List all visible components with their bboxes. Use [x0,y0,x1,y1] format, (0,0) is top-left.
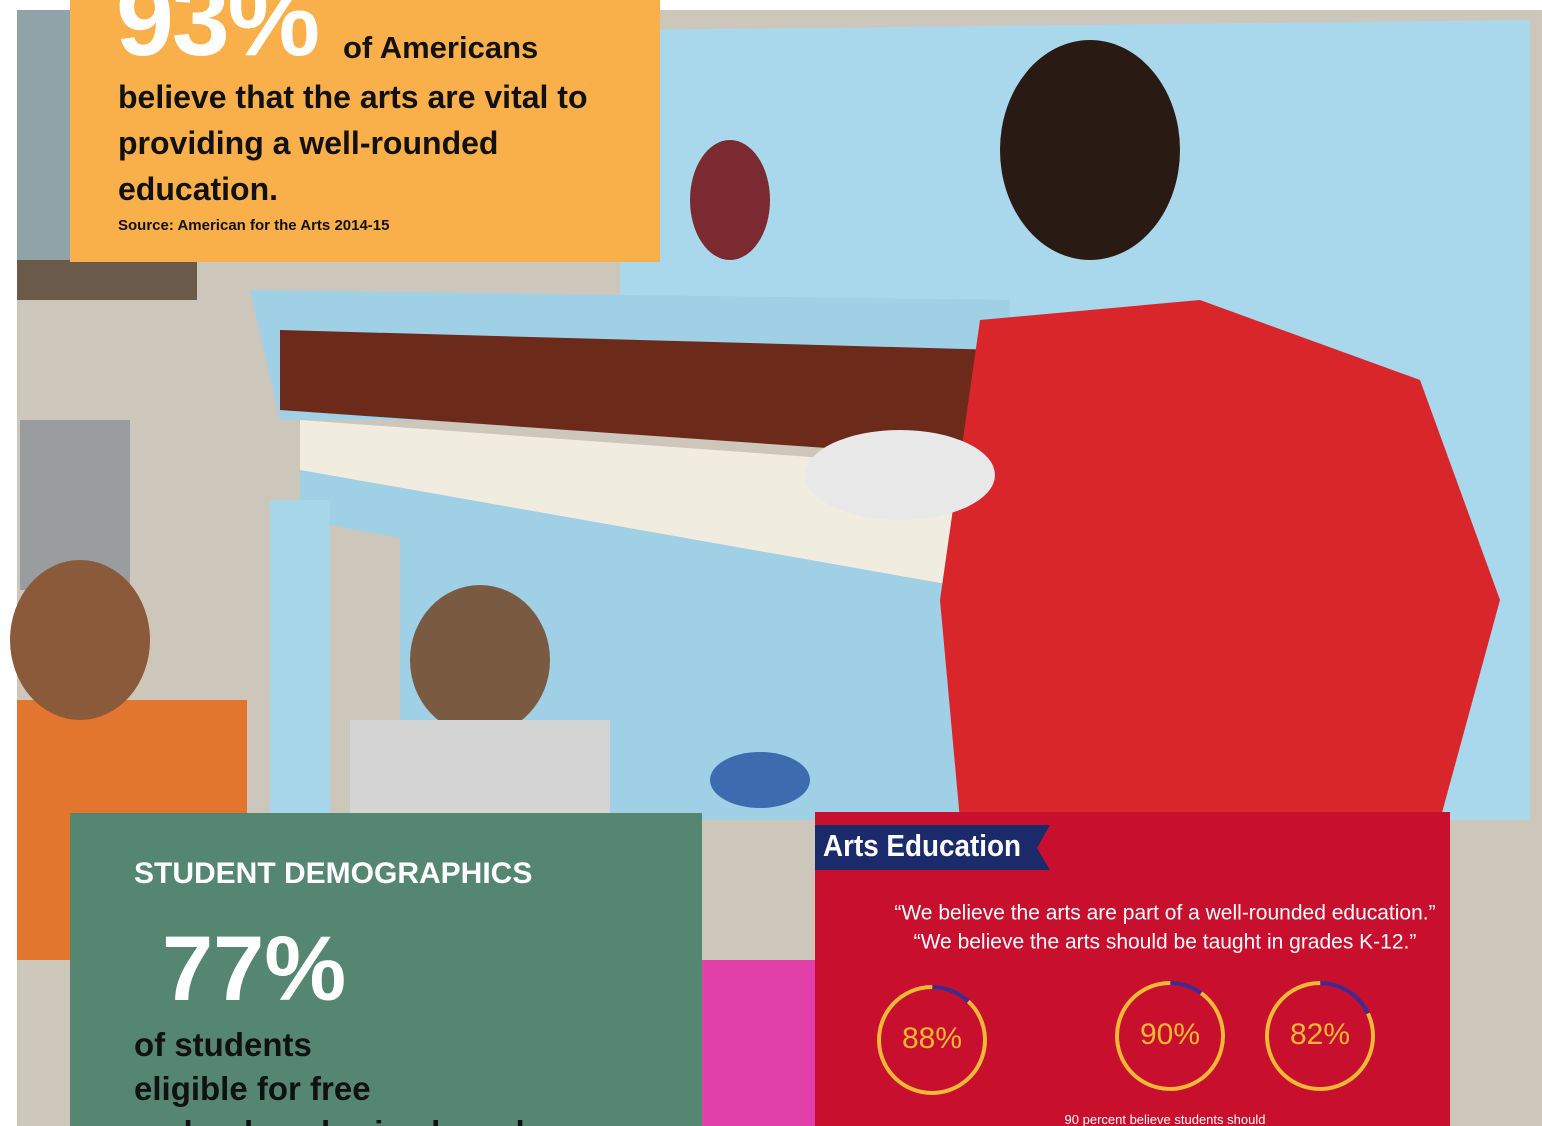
quote: “We believe the arts are part of a well-… [894,902,1435,925]
stat-box: 93% of Americans believe that the arts a… [70,0,660,262]
stat-text: believe that the arts are vital to provi… [118,74,618,212]
demographics-number: 77% [162,923,346,1015]
demographics-line: and reduced-priced meals [134,1111,543,1126]
infographic-title: Arts Education [823,828,1021,863]
stat-number: 93% [116,0,318,72]
quote: “We believe the arts should be taught in… [914,931,1417,954]
page: {"stat_box": {"number": "93%", "lead": "… [0,0,1542,1126]
stat-source: Source: American for the Arts 2014-15 [118,217,390,234]
painting [690,140,770,260]
painting-fish [710,752,810,808]
head [1000,40,1180,260]
demographics-line: eligible for free [134,1067,543,1111]
caption: 90 percent believe students should [1065,1112,1266,1126]
ring-label: 88% [902,1022,962,1055]
ring-label: 90% [1140,1018,1200,1051]
infographic: Arts Education “We believe the arts are … [815,812,1450,1126]
child-head-2 [410,585,550,735]
infographic-graphic: Arts Education “We believe the arts are … [815,812,1450,1126]
demographics-heading: STUDENT DEMOGRAPHICS [134,857,532,891]
leg [270,500,330,820]
stat-lead: of Americans [343,30,538,66]
desk [17,260,197,300]
demographics-line: of students [134,1023,543,1067]
grey-shirt [350,720,610,820]
ring-label: 82% [1290,1018,1350,1051]
child-head [10,560,150,720]
pink-shirt [700,960,815,1126]
plate [805,430,995,520]
